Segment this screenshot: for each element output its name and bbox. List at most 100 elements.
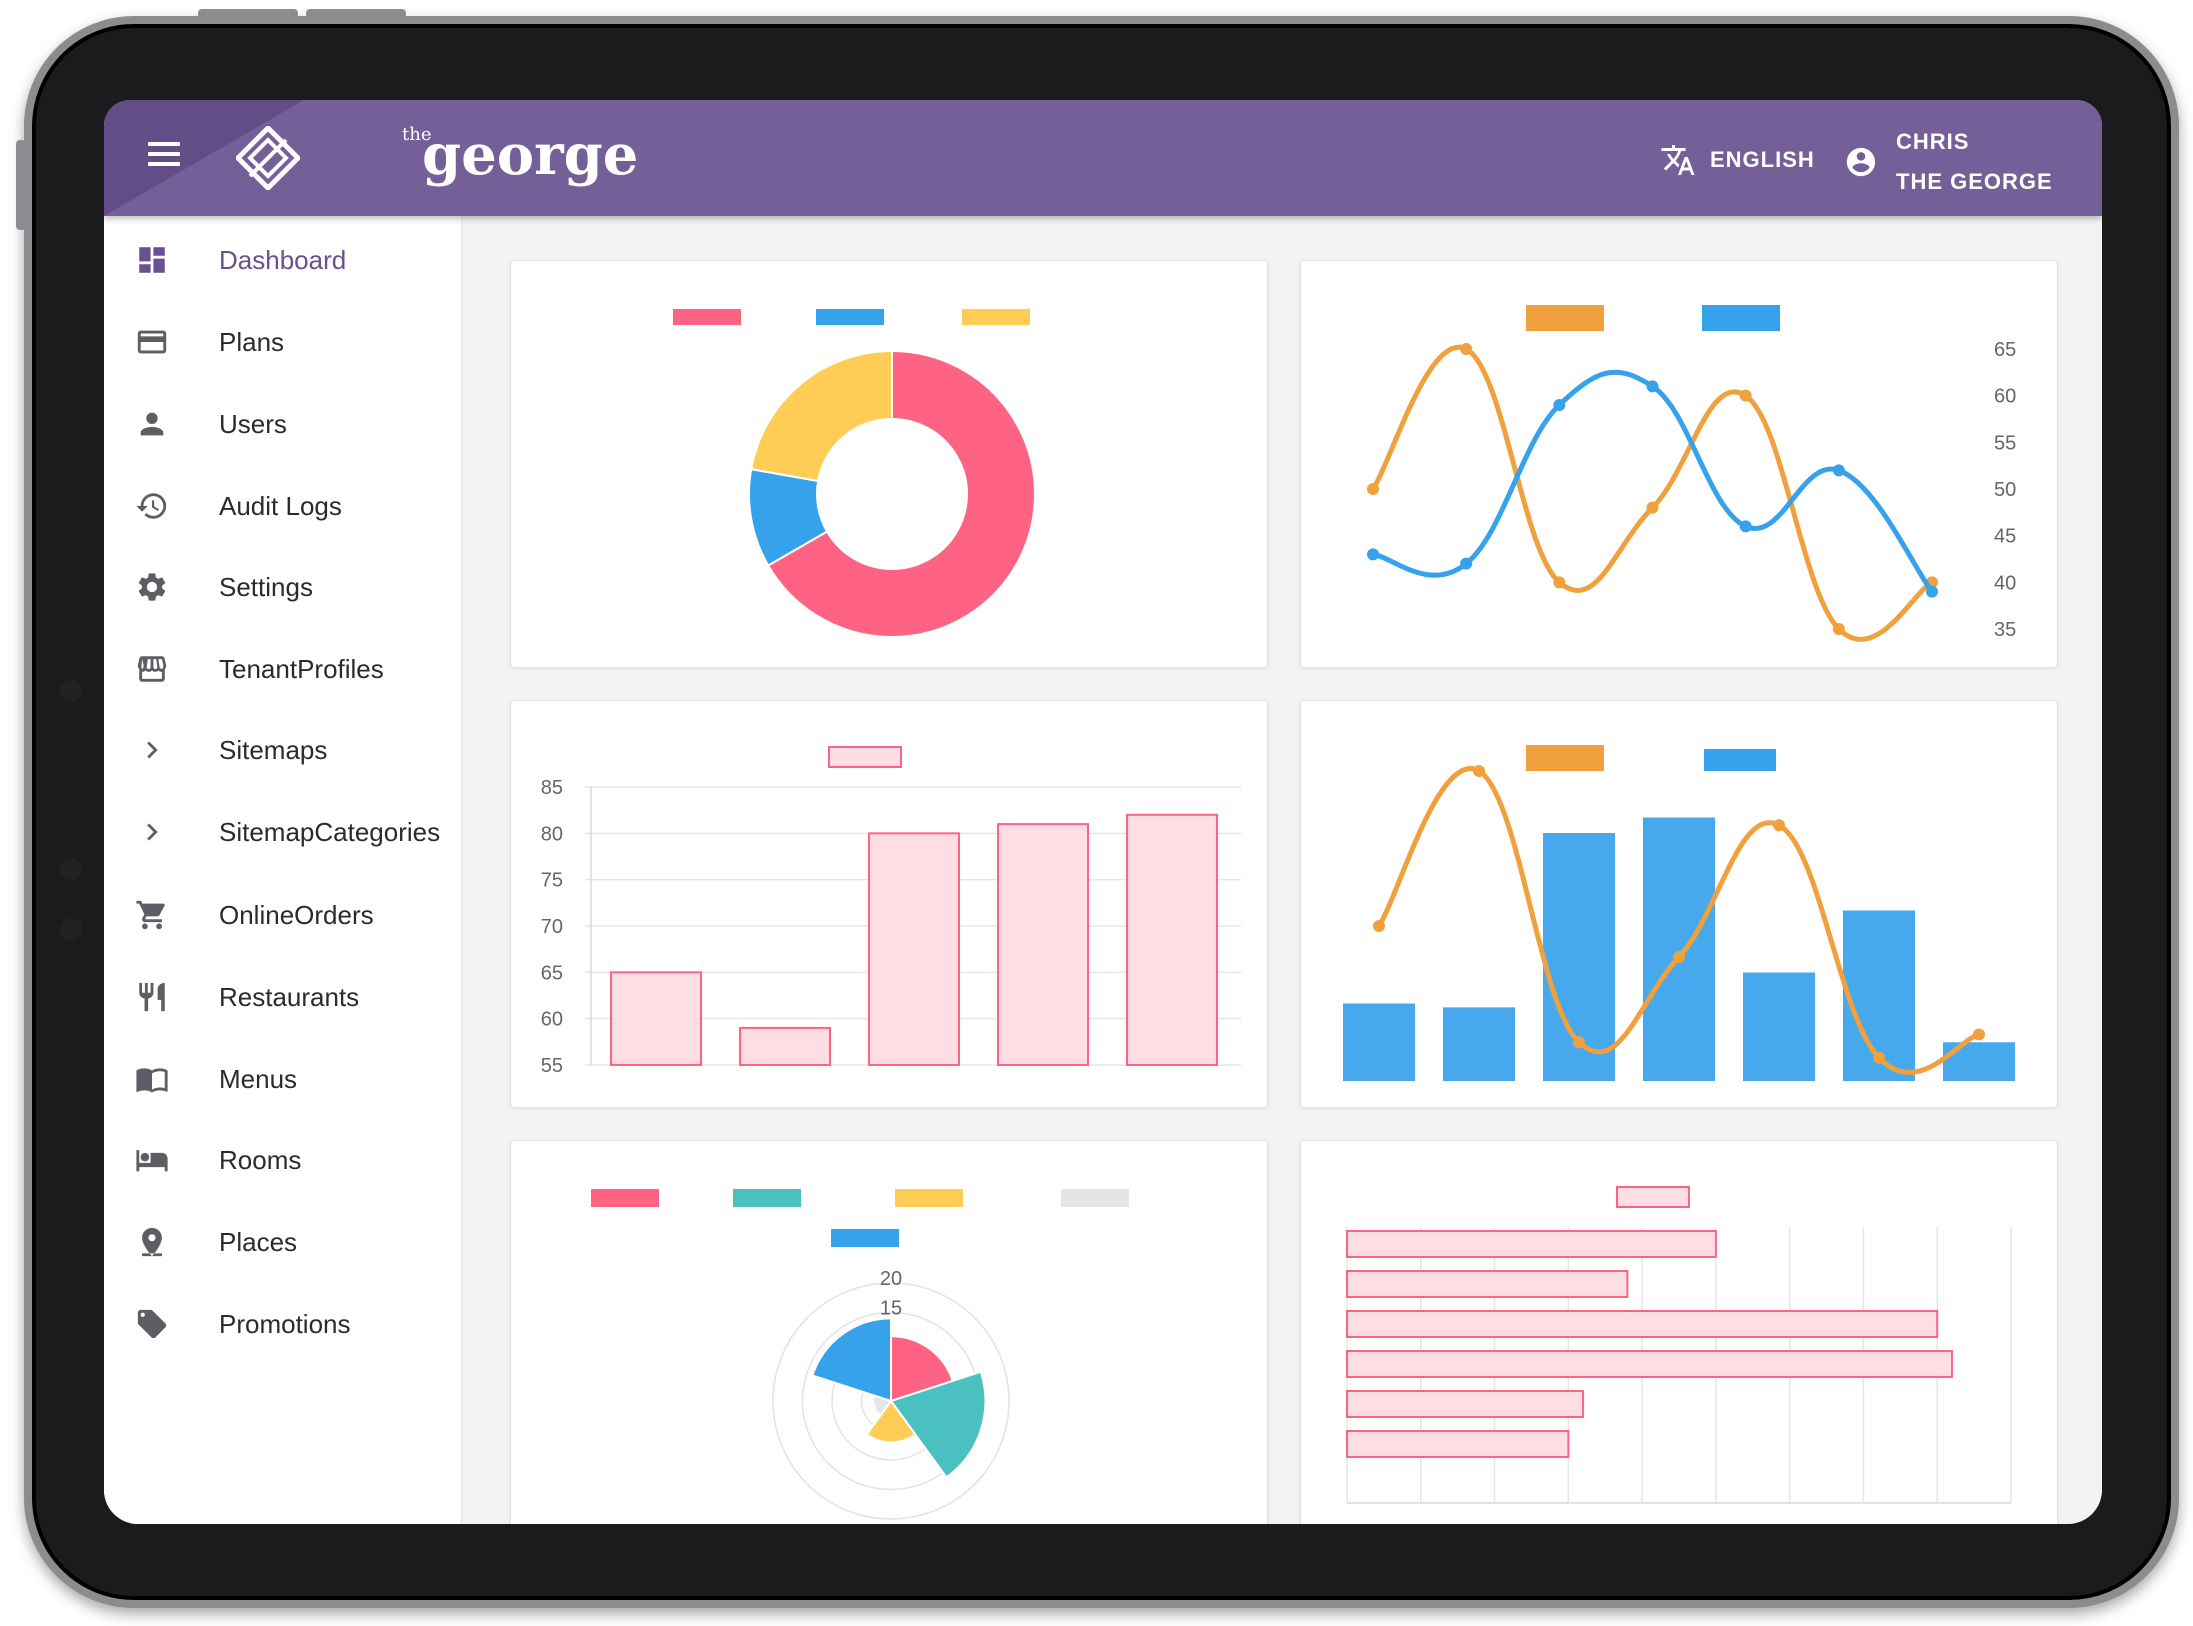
y-tick-label: 85 — [541, 777, 563, 799]
tag-icon — [134, 1306, 170, 1342]
bar — [1643, 817, 1715, 1081]
bar-chart-card: 85 80 75 70 65 60 55 — [510, 700, 1268, 1108]
sidebar-item-label: Places — [219, 1226, 298, 1257]
polar-segment — [811, 1317, 892, 1403]
device-sensor — [60, 680, 82, 702]
sidebar-item-audit-logs[interactable]: Audit Logs — [104, 476, 462, 536]
x-tick-label: 75 — [1852, 1521, 1874, 1524]
sidebar-item-label: TenantProfiles — [219, 653, 384, 684]
restaurant-icon — [134, 979, 170, 1015]
horizontal-bar-chart-card: 40 45 50 55 60 65 70 75 80 85 — [1300, 1140, 2058, 1524]
line-point — [1973, 1028, 1985, 1041]
bar — [1346, 1390, 1585, 1418]
y-tick-label: 45 — [1994, 526, 2016, 548]
language-label: ENGLISH — [1710, 147, 1815, 172]
translate-icon — [1661, 145, 1695, 175]
x-tick-label: 70 — [1779, 1521, 1801, 1524]
sidebar-item-sitemapcategories[interactable]: SitemapCategories — [104, 802, 462, 862]
line-point — [1646, 501, 1659, 514]
sidebar-item-settings[interactable]: Settings — [104, 557, 462, 617]
legend-swatch — [816, 309, 884, 325]
sidebar-item-places[interactable]: Places — [104, 1212, 462, 1272]
bar-chart: 85 80 75 70 65 60 55 — [541, 746, 1241, 1077]
bar — [1346, 1230, 1717, 1258]
x-tick-label: 65 — [1705, 1521, 1727, 1524]
line-point — [1832, 623, 1845, 635]
r-tick-label: 20 — [880, 1268, 902, 1290]
sidebar-item-plans[interactable]: Plans — [104, 312, 462, 372]
polar-grid-ring — [772, 1282, 1010, 1520]
bar — [868, 832, 960, 1066]
line-point — [1553, 576, 1566, 589]
bar — [1346, 1350, 1953, 1378]
device-button — [306, 9, 406, 19]
sidebar-item-promotions[interactable]: Promotions — [104, 1294, 462, 1354]
hamburger-menu-button[interactable] — [148, 142, 180, 170]
mixed-chart-card — [1300, 700, 2058, 1108]
legend-swatch — [591, 1189, 659, 1207]
user-first-name: CHRIS — [1896, 129, 1970, 154]
account-circle-icon — [1846, 147, 1876, 177]
dashboard-icon — [134, 242, 170, 278]
bar — [1443, 1007, 1515, 1081]
polar-segment — [890, 1335, 954, 1403]
sidebar-item-label: Dashboard — [219, 244, 347, 275]
sidebar-item-label: Sitemaps — [219, 734, 328, 765]
x-tick-label: 80 — [1926, 1521, 1948, 1524]
sidebar-item-users[interactable]: Users — [104, 394, 462, 454]
book-icon — [134, 1061, 170, 1097]
history-icon — [134, 488, 170, 524]
y-tick-label: 60 — [1994, 386, 2016, 408]
y-tick-label: 65 — [1994, 339, 2016, 361]
line-point — [1832, 464, 1845, 477]
x-tick-label: 85 — [2000, 1521, 2022, 1524]
x-tick-label: 45 — [1410, 1521, 1432, 1524]
legend-swatch — [895, 1189, 963, 1207]
sidebar-item-rooms[interactable]: Rooms — [104, 1130, 462, 1190]
line-point — [1367, 548, 1379, 561]
legend-swatch — [828, 746, 902, 768]
sidebar-item-restaurants[interactable]: Restaurants — [104, 967, 462, 1027]
y-tick-label: 50 — [1994, 479, 2016, 501]
doughnut-slice — [766, 349, 1036, 638]
line-point — [1553, 399, 1566, 411]
line-chart-card: 65 60 55 50 45 40 35 — [1300, 260, 2058, 668]
brand-logo[interactable]: the george — [226, 122, 638, 198]
sidebar-item-label: Promotions — [219, 1308, 351, 1339]
bar — [610, 971, 702, 1067]
horizontal-bar-chart: 40 45 50 55 60 65 70 75 80 85 — [1336, 1186, 2022, 1524]
line-point — [1367, 483, 1379, 495]
bar — [1346, 1310, 1939, 1338]
sidebar-item-menus[interactable]: Menus — [104, 1049, 462, 1109]
line-chart: 65 60 55 50 45 40 35 — [1367, 305, 2016, 642]
sidebar-item-dashboard[interactable]: Dashboard — [104, 230, 462, 290]
y-tick-label: 35 — [1994, 619, 2016, 641]
sidebar-item-label: Rooms — [219, 1144, 302, 1175]
line-point — [1373, 920, 1385, 932]
polar-segment — [889, 1370, 987, 1479]
bar — [1346, 1270, 1629, 1298]
line-point — [1646, 380, 1659, 393]
x-tick-label: 55 — [1557, 1521, 1579, 1524]
line-point — [1460, 343, 1473, 355]
sidebar-item-sitemaps[interactable]: Sitemaps — [104, 720, 462, 780]
bar — [1343, 1003, 1415, 1081]
line-point — [1739, 520, 1752, 533]
bar — [739, 1026, 831, 1066]
line-point — [1473, 765, 1485, 777]
sidebar-item-tenantprofiles[interactable]: TenantProfiles — [104, 639, 462, 699]
y-tick-label: 55 — [1994, 432, 2016, 454]
line-point — [1673, 951, 1685, 963]
brand-name: george — [422, 122, 639, 188]
line-point — [1739, 389, 1752, 402]
legend-swatch — [673, 309, 741, 325]
user-menu[interactable]: CHRIS THE GEORGE — [1844, 122, 2053, 202]
device-sensor — [60, 918, 82, 940]
legend-swatch — [1526, 305, 1604, 331]
shopping-cart-icon — [134, 897, 170, 933]
sidebar-item-label: Audit Logs — [219, 490, 342, 521]
language-selector[interactable]: ENGLISH — [1660, 140, 1815, 180]
r-tick-label: 15 — [880, 1298, 902, 1320]
sidebar-item-label: OnlineOrders — [219, 899, 374, 930]
sidebar-item-onlineorders[interactable]: OnlineOrders — [104, 885, 462, 945]
